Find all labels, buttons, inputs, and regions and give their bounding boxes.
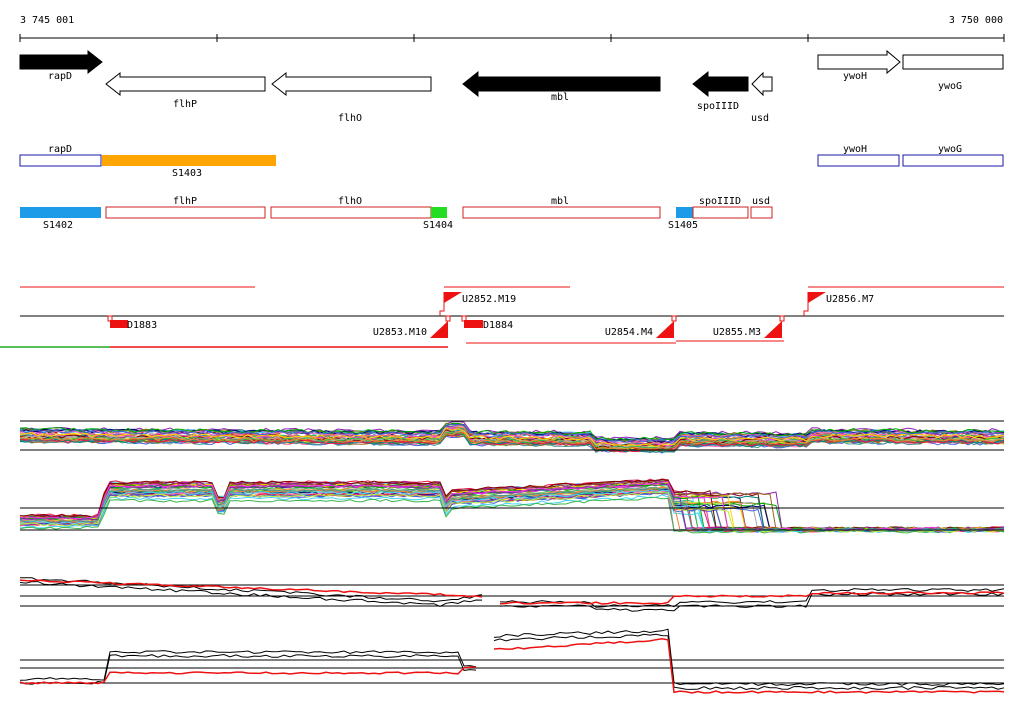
feature-track: U2852.M19 U2856.M7 D1883 U2853.M10 D1884…	[0, 286, 1004, 348]
box-rapD[interactable]: rapD	[19, 144, 102, 167]
feature-label: U2856.M7	[826, 294, 874, 305]
feature-label: U2852.M19	[462, 294, 516, 305]
summary-trace-black	[19, 628, 1005, 687]
segment-label: S1402	[43, 220, 73, 231]
feature-U2853.M10[interactable]: U2853.M10	[373, 315, 451, 338]
annotation-track-2: rapD S1403 ywoH ywoG	[19, 144, 1004, 179]
box-label: rapD	[48, 144, 72, 155]
expression-trace	[19, 423, 1005, 443]
segment-S1402[interactable]: S1402	[20, 207, 101, 231]
gene-label: rapD	[48, 71, 72, 82]
expression-panel-4	[19, 628, 1005, 694]
feature-U2852.M19[interactable]: U2852.M19	[439, 292, 516, 316]
gene-flhO[interactable]: flhO	[271, 71, 432, 124]
expression-trace	[19, 431, 1005, 451]
expression-trace	[19, 422, 1005, 442]
summary-trace-red	[19, 638, 1005, 694]
gene-flhP[interactable]: flhP	[105, 71, 266, 110]
feature-U2855.M3[interactable]: U2855.M3	[713, 315, 785, 338]
segment-S1405[interactable]: S1405	[668, 207, 698, 231]
summary-trace-red	[19, 579, 1005, 605]
gene-label: flhO	[338, 113, 362, 124]
ruler-end-label: 3 750 000	[949, 15, 1003, 26]
box-label: flhO	[338, 196, 362, 207]
feature-D1884[interactable]: D1884	[461, 315, 513, 331]
box-label: spoIIID	[699, 196, 741, 207]
box-label: usd	[752, 196, 770, 207]
summary-trace-black	[20, 577, 1005, 608]
gene-track: rapD flhP flhO mbl spoIIID usd ywoH ywo	[19, 49, 1004, 124]
box-flhO[interactable]: flhO	[270, 196, 432, 219]
segment-label: S1403	[172, 168, 202, 179]
box-spoIIID[interactable]: spoIIID	[692, 196, 749, 219]
expression-trace	[19, 430, 1005, 451]
gene-label: usd	[751, 113, 769, 124]
box-label: flhP	[173, 196, 197, 207]
gene-mbl[interactable]: mbl	[462, 70, 661, 103]
gene-ywoH[interactable]: ywoH	[817, 49, 901, 82]
segment-S1404[interactable]: S1404	[423, 207, 453, 231]
segment-S1403[interactable]: S1403	[102, 155, 276, 179]
segment-label: S1404	[423, 220, 453, 231]
box-label: ywoG	[938, 144, 962, 155]
gene-label: ywoG	[938, 81, 962, 92]
gene-label: ywoH	[843, 71, 867, 82]
feature-label: D1884	[483, 320, 513, 331]
gene-label: spoIIID	[697, 101, 739, 112]
feature-D1883[interactable]: D1883	[107, 315, 157, 331]
expression-panel-3	[19, 577, 1005, 612]
feature-label: U2853.M10	[373, 327, 427, 338]
box-flhP[interactable]: flhP	[105, 196, 266, 219]
gene-ywoG[interactable]: ywoG	[902, 54, 1004, 92]
feature-label: D1883	[127, 320, 157, 331]
box-usd[interactable]: usd	[750, 196, 773, 219]
segment-label: S1405	[668, 220, 698, 231]
ruler-start-label: 3 745 001	[20, 15, 74, 26]
box-ywoH[interactable]: ywoH	[817, 144, 900, 167]
feature-label: U2855.M3	[713, 327, 761, 338]
expression-trace	[19, 487, 1005, 532]
box-label: mbl	[551, 196, 569, 207]
feature-U2856.M7[interactable]: U2856.M7	[803, 292, 874, 316]
summary-trace-black	[19, 633, 1005, 691]
feature-label: U2854.M4	[605, 327, 653, 338]
gene-label: mbl	[551, 92, 569, 103]
gene-label: flhP	[173, 99, 197, 110]
box-label: ywoH	[843, 144, 867, 155]
summary-trace-black	[19, 581, 1005, 612]
expression-trace	[19, 491, 1005, 533]
box-mbl[interactable]: mbl	[462, 196, 661, 219]
annotation-track-3: S1402 flhP flhO S1404 mbl S1405 spoIIID	[20, 196, 773, 231]
gene-rapD[interactable]: rapD	[19, 49, 103, 82]
box-ywoG[interactable]: ywoG	[902, 144, 1004, 167]
gene-usd[interactable]: usd	[751, 71, 773, 124]
expression-panel-1	[19, 420, 1005, 454]
coordinate-ruler: 3 745 001 3 750 000	[19, 15, 1005, 42]
expression-panel-2	[19, 478, 1005, 534]
gene-spoIIID[interactable]: spoIIID	[692, 70, 749, 112]
expression-trace	[19, 429, 1005, 449]
feature-U2854.M4[interactable]: U2854.M4	[605, 315, 677, 338]
